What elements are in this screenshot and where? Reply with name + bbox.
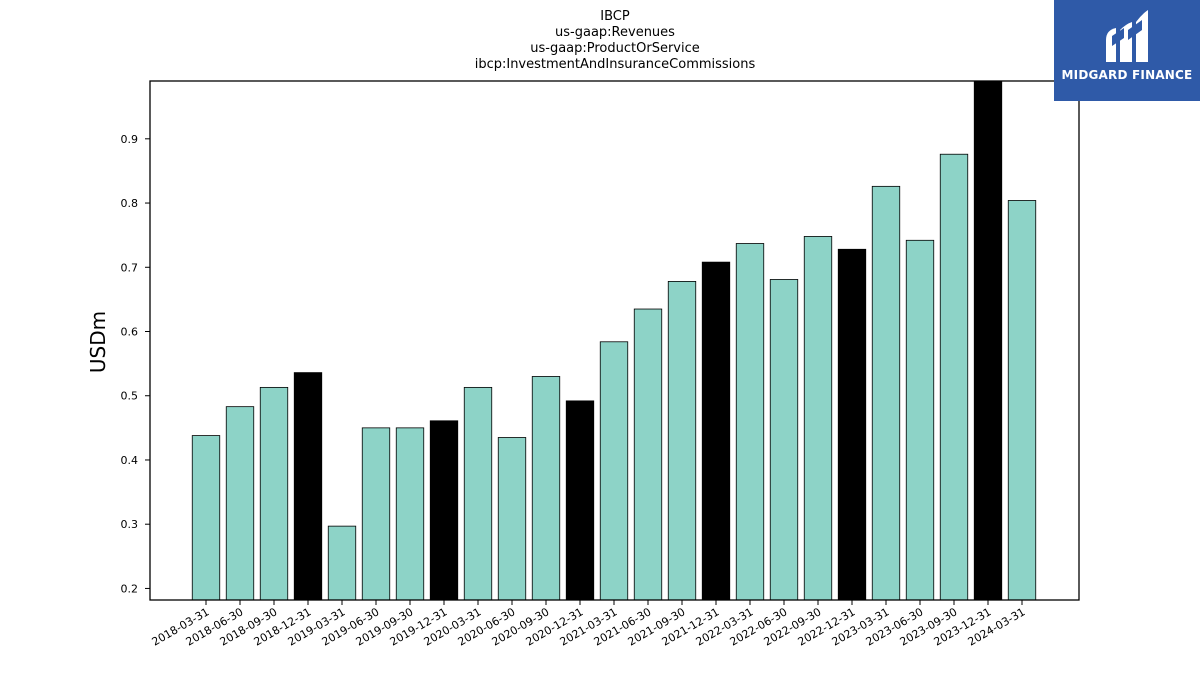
y-tick-label: 0.2 [121, 582, 139, 595]
bar-2020-12-31 [565, 400, 595, 601]
y-tick-label: 0.9 [121, 133, 139, 146]
bar-2020-03-31 [463, 386, 493, 601]
plot-frame [149, 80, 1080, 601]
bar-2021-03-31 [599, 341, 629, 601]
bar-2023-03-31 [871, 185, 901, 601]
y-tick-label: 0.8 [121, 197, 139, 210]
bar-2021-09-30 [667, 281, 697, 601]
brand-logo: MIDGARD FINANCE [1054, 0, 1200, 101]
bar-2020-09-30 [531, 376, 561, 601]
y-tick-label: 0.5 [121, 390, 139, 403]
bar-2023-09-30 [939, 153, 969, 601]
title-line-2: us-gaap:Revenues [555, 25, 675, 40]
y-axis-label: USDm [86, 311, 110, 373]
y-tick-label: 0.6 [121, 326, 139, 339]
bar-2019-09-30 [395, 427, 425, 601]
bar-2022-06-30 [769, 279, 799, 601]
bars [191, 80, 1037, 601]
logo-text: MIDGARD FINANCE [1061, 68, 1193, 82]
bar-2019-12-31 [429, 420, 459, 601]
bar-2018-03-31 [191, 435, 221, 601]
y-tick-label: 0.4 [121, 454, 139, 467]
bar-2024-03-31 [1007, 200, 1037, 601]
bar-2019-06-30 [361, 427, 391, 601]
title-line-3: us-gaap:ProductOrService [530, 41, 700, 56]
title-line-1: IBCP [600, 9, 630, 24]
bar-2019-03-31 [327, 525, 357, 601]
bar-2022-03-31 [735, 243, 765, 601]
bar-2022-12-31 [837, 248, 867, 601]
bar-2021-06-30 [633, 308, 663, 601]
chart-title: IBCP us-gaap:Revenues us-gaap:ProductOrS… [475, 9, 756, 72]
bar-2020-06-30 [497, 437, 527, 601]
y-tick-label: 0.7 [121, 261, 139, 274]
bar-2018-09-30 [259, 386, 289, 601]
logo-mark-icon [1106, 10, 1148, 62]
title-line-4: ibcp:InvestmentAndInsuranceCommissions [475, 57, 756, 72]
x-axis: 2018-03-312018-06-302018-09-302018-12-31… [150, 600, 1028, 649]
bar-2021-12-31 [701, 261, 731, 601]
bar-2018-12-31 [293, 372, 323, 601]
bar-2022-09-30 [803, 236, 833, 601]
bar-2023-06-30 [905, 239, 935, 601]
bar-2018-06-30 [225, 406, 255, 601]
y-tick-label: 0.3 [121, 518, 139, 531]
bar-2023-12-31 [973, 80, 1003, 601]
y-axis: 0.2 0.3 0.4 0.5 0.6 0.7 0.8 0.9 [121, 133, 150, 595]
